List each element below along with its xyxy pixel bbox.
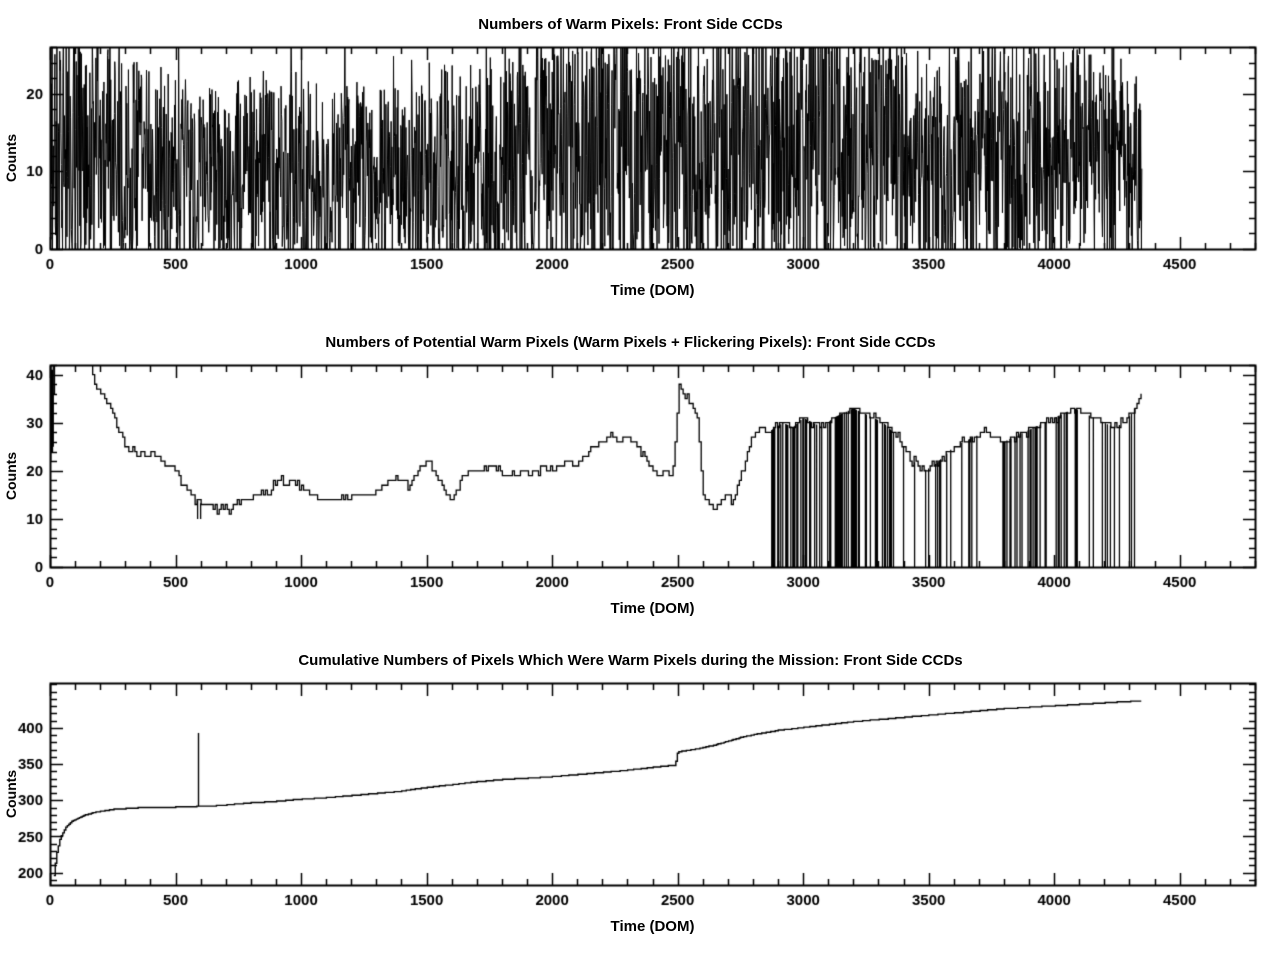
y-axis-label-warm-pixels: Counts bbox=[3, 133, 19, 183]
x-axis-label-cumulative-warm-pixels: Time (DOM) bbox=[610, 918, 695, 935]
cumulative-warm-pixels-plot-canvas bbox=[0, 677, 1261, 911]
chart-title-cumulative-warm-pixels: Cumulative Numbers of Pixels Which Were … bbox=[298, 652, 963, 669]
figure-cumulative-warm-pixels: Cumulative Numbers of Pixels Which Were … bbox=[0, 640, 1261, 944]
x-axis-label-warm-pixels: Time (DOM) bbox=[610, 282, 695, 299]
chart-title-potential-warm-pixels: Numbers of Potential Warm Pixels (Warm P… bbox=[325, 334, 936, 351]
figure-page: Numbers of Warm Pixels: Front Side CCDs … bbox=[0, 4, 1261, 944]
x-axis-label-potential-warm-pixels: Time (DOM) bbox=[610, 600, 695, 617]
plot-area-potential-warm-pixels: Counts bbox=[0, 359, 1261, 593]
potential-warm-pixels-plot-canvas bbox=[0, 359, 1261, 593]
chart-title-warm-pixels: Numbers of Warm Pixels: Front Side CCDs bbox=[478, 16, 783, 33]
y-axis-label-potential-warm-pixels: Counts bbox=[3, 451, 19, 501]
plot-area-warm-pixels: Counts bbox=[0, 41, 1261, 275]
figure-potential-warm-pixels: Numbers of Potential Warm Pixels (Warm P… bbox=[0, 322, 1261, 626]
warm-pixels-plot-canvas bbox=[0, 41, 1261, 275]
plot-area-cumulative-warm-pixels: Counts bbox=[0, 677, 1261, 911]
y-axis-label-cumulative-warm-pixels: Counts bbox=[3, 769, 19, 819]
figure-warm-pixels: Numbers of Warm Pixels: Front Side CCDs … bbox=[0, 4, 1261, 308]
